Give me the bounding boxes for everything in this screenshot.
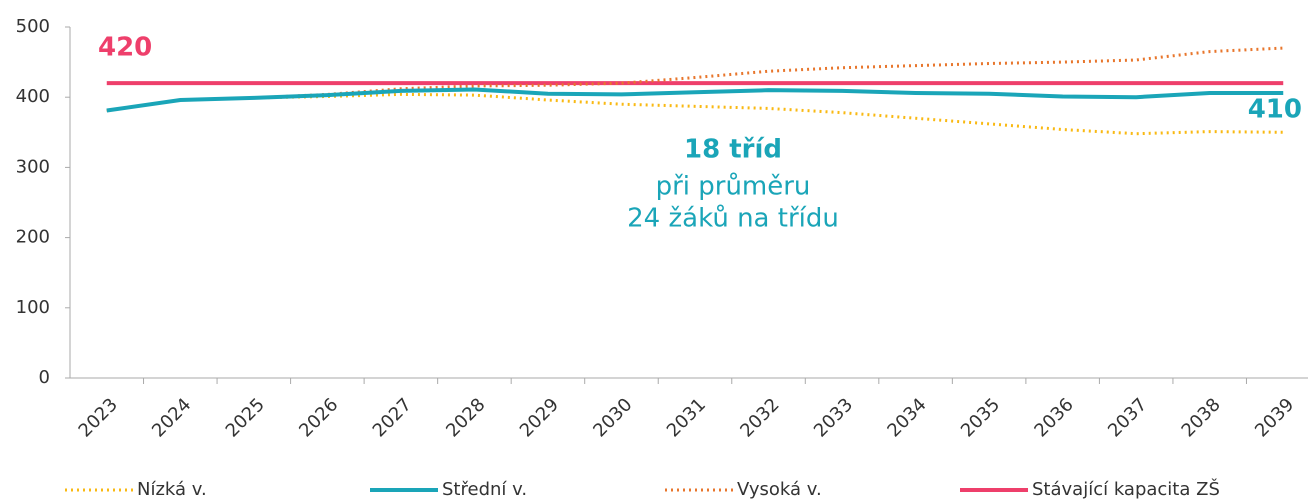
y-tick-label: 400 [16,86,50,107]
x-tick-label: 2032 [736,394,783,441]
x-tick-label: 2025 [222,394,269,441]
annotation: 18 tříd [684,135,782,165]
y-tick-label: 500 [16,16,50,37]
x-tick-label: 2030 [589,394,636,441]
x-tick-label: 2037 [1104,394,1151,441]
y-tick-label: 300 [16,156,50,177]
x-tick-label: 2026 [295,394,342,441]
series-line [106,92,1284,136]
x-tick-label: 2029 [516,394,563,441]
x-tick-label: 2039 [1251,394,1298,441]
y-tick-label: 0 [39,367,50,388]
x-tick-label: 2024 [148,394,195,441]
legend-label: Střední v. [442,479,527,500]
y-tick-label: 100 [16,297,50,318]
legend-label: Nízká v. [137,479,207,500]
annotation: 420 [98,33,152,63]
annotation: při průměru [656,172,811,202]
x-tick-label: 2035 [957,394,1004,441]
x-tick-label: 2038 [1178,394,1225,441]
x-tick-label: 2036 [1030,394,1077,441]
x-tick-label: 2028 [442,394,489,441]
series-line [106,87,1284,113]
x-tick-label: 2027 [369,394,416,441]
x-tick-label: 2034 [883,394,930,441]
x-tick-label: 2023 [75,394,122,441]
annotation: 24 žáků na třídu [627,204,839,234]
x-tick-label: 2033 [810,394,857,441]
y-tick-label: 200 [16,227,50,248]
annotation: 410 [1248,95,1302,125]
legend-label: Stávající kapacita ZŠ [1032,478,1220,500]
x-tick-label: 2031 [663,394,710,441]
series-line [106,46,1284,113]
legend-label: Vysoká v. [737,479,822,500]
